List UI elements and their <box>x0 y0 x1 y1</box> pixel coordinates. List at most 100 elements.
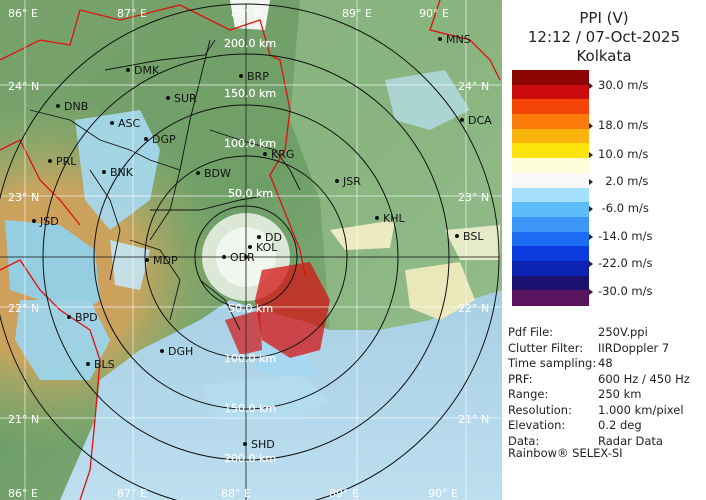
colorbar-label: 30.0 m/s <box>598 78 649 92</box>
metadata-value: 48 <box>598 356 613 370</box>
colorbar-tick <box>589 152 593 158</box>
metadata-key: Elevation: <box>508 418 566 432</box>
station-ASC: ASC <box>110 117 141 130</box>
svg-text:BRP: BRP <box>247 70 269 83</box>
svg-text:DGP: DGP <box>152 133 176 146</box>
lon-label: 86° E <box>8 487 38 500</box>
colorbar-swatch <box>512 216 589 233</box>
lat-labels-right: 24° N 23° N 22° N 21° N <box>458 80 489 426</box>
station-PRL: PRL <box>48 155 77 168</box>
svg-text:SHD: SHD <box>251 438 275 451</box>
range-label: 200.0 km <box>224 37 276 50</box>
station-DCA: DCA <box>460 114 492 127</box>
lat-label: 21° N <box>8 413 39 426</box>
radar-map[interactable]: 86° E 87° E 88° E 89° E 90° E 86° E 87° … <box>0 0 502 500</box>
range-label: 100.0 km <box>224 137 276 150</box>
colorbar-tick <box>589 206 593 212</box>
svg-text:MNS: MNS <box>446 33 471 46</box>
station-KRG: KRG <box>263 148 294 161</box>
station-BRP: BRP <box>239 70 269 83</box>
range-label: 100.0 km <box>224 352 276 365</box>
radar-site-name: Kolkata <box>576 47 632 65</box>
colorbar-label: 18.0 m/s <box>598 118 649 132</box>
svg-text:KRG: KRG <box>271 148 294 161</box>
azimuth-radials <box>0 4 500 500</box>
svg-text:DMK: DMK <box>134 64 160 77</box>
svg-text:ASC: ASC <box>118 117 141 130</box>
station-DD: DD <box>257 231 282 244</box>
station-DGH: DGH <box>160 345 193 358</box>
svg-text:DD: DD <box>265 231 282 244</box>
svg-text:BNK: BNK <box>110 166 134 179</box>
lat-label: 24° N <box>458 80 489 93</box>
station-SHD: SHD <box>243 438 275 451</box>
lat-label: 22° N <box>8 302 39 315</box>
scan-datetime: 12:12 / 07-Oct-2025 <box>527 28 681 46</box>
station-SUR: SUR <box>166 92 197 105</box>
lat-label: 24° N <box>8 80 39 93</box>
svg-text:SUR: SUR <box>174 92 197 105</box>
lat-labels-left: 24° N 23° N 22° N 21° N <box>8 80 39 426</box>
metadata-key: Pdf File: <box>508 325 554 339</box>
colorbar-swatch <box>512 187 589 203</box>
station-DMK: DMK <box>126 64 160 77</box>
svg-text:BDW: BDW <box>204 167 231 180</box>
colorbar-swatch <box>512 158 589 174</box>
station-KOL: KOL <box>248 241 278 254</box>
colorbar-tick <box>589 261 593 267</box>
lat-label: 22° N <box>458 302 489 315</box>
metadata-value: 250 km <box>598 387 642 401</box>
station-BLS: BLS <box>86 358 115 371</box>
svg-text:BSL: BSL <box>463 230 484 243</box>
district-boundaries <box>29 39 301 331</box>
range-label: 150.0 km <box>224 402 276 415</box>
info-panel: PPI (V) 12:12 / 07-Oct-2025 Kolkata 30.0… <box>502 0 706 500</box>
colorbar-tick <box>589 123 593 129</box>
svg-text:BLS: BLS <box>94 358 115 371</box>
colorbar-swatch <box>512 128 589 144</box>
product-title: PPI (V) <box>579 9 629 27</box>
lon-label: 87° E <box>117 7 147 20</box>
vendor-brand: Rainbow® SELEX-SI <box>508 446 623 460</box>
station-BNK: BNK <box>102 166 134 179</box>
colorbar-tick <box>589 289 593 295</box>
colorbar-swatch <box>512 246 589 262</box>
colorbar-swatch <box>512 202 589 218</box>
range-label: 150.0 km <box>224 87 276 100</box>
colorbar-label: -6.0 m/s <box>598 201 649 215</box>
colorbar-swatch <box>512 84 589 100</box>
svg-text:DNB: DNB <box>64 100 88 113</box>
metadata-value: 1.000 km/pixel <box>598 402 684 417</box>
metadata-value: IIRDoppler 7 <box>598 340 670 355</box>
colorbar-label: -30.0 m/s <box>598 284 653 298</box>
metadata-value: 0.2 deg <box>598 418 642 432</box>
colorbar-swatch <box>512 290 589 306</box>
colorbar-tick <box>589 234 593 240</box>
metadata-key: Data: <box>508 433 540 448</box>
colorbar-label: -14.0 m/s <box>598 229 653 243</box>
svg-text:ODR: ODR <box>230 251 255 264</box>
station-JSD: JSD <box>32 215 59 228</box>
station-ODR: ODR <box>222 251 255 264</box>
svg-text:JSR: JSR <box>342 175 361 188</box>
lat-label: 21° N <box>458 413 489 426</box>
metadata-key: Resolution: <box>508 402 572 417</box>
station-DNB: DNB <box>56 100 88 113</box>
station-JSR: JSR <box>335 175 361 188</box>
colorbar-swatch <box>512 70 589 86</box>
colorbar-label: -22.0 m/s <box>598 256 653 270</box>
station-BDW: BDW <box>196 167 231 180</box>
lon-label: 89° E <box>342 7 372 20</box>
colorbar-swatch <box>512 172 589 188</box>
lat-label: 23° N <box>8 191 39 204</box>
metadata-key: PRF: <box>508 371 533 386</box>
range-label: 50.0 km <box>228 302 273 315</box>
metadata-key: Time sampling: <box>508 356 597 370</box>
range-label: 200.0 km <box>224 452 276 465</box>
range-labels: 200.0 km 150.0 km 100.0 km 50.0 km 50.0 … <box>224 37 276 465</box>
colorbar-label: 10.0 m/s <box>598 147 649 161</box>
svg-text:PRL: PRL <box>56 155 77 168</box>
svg-text:JSD: JSD <box>39 215 59 228</box>
metadata-key: Range: <box>508 387 549 401</box>
